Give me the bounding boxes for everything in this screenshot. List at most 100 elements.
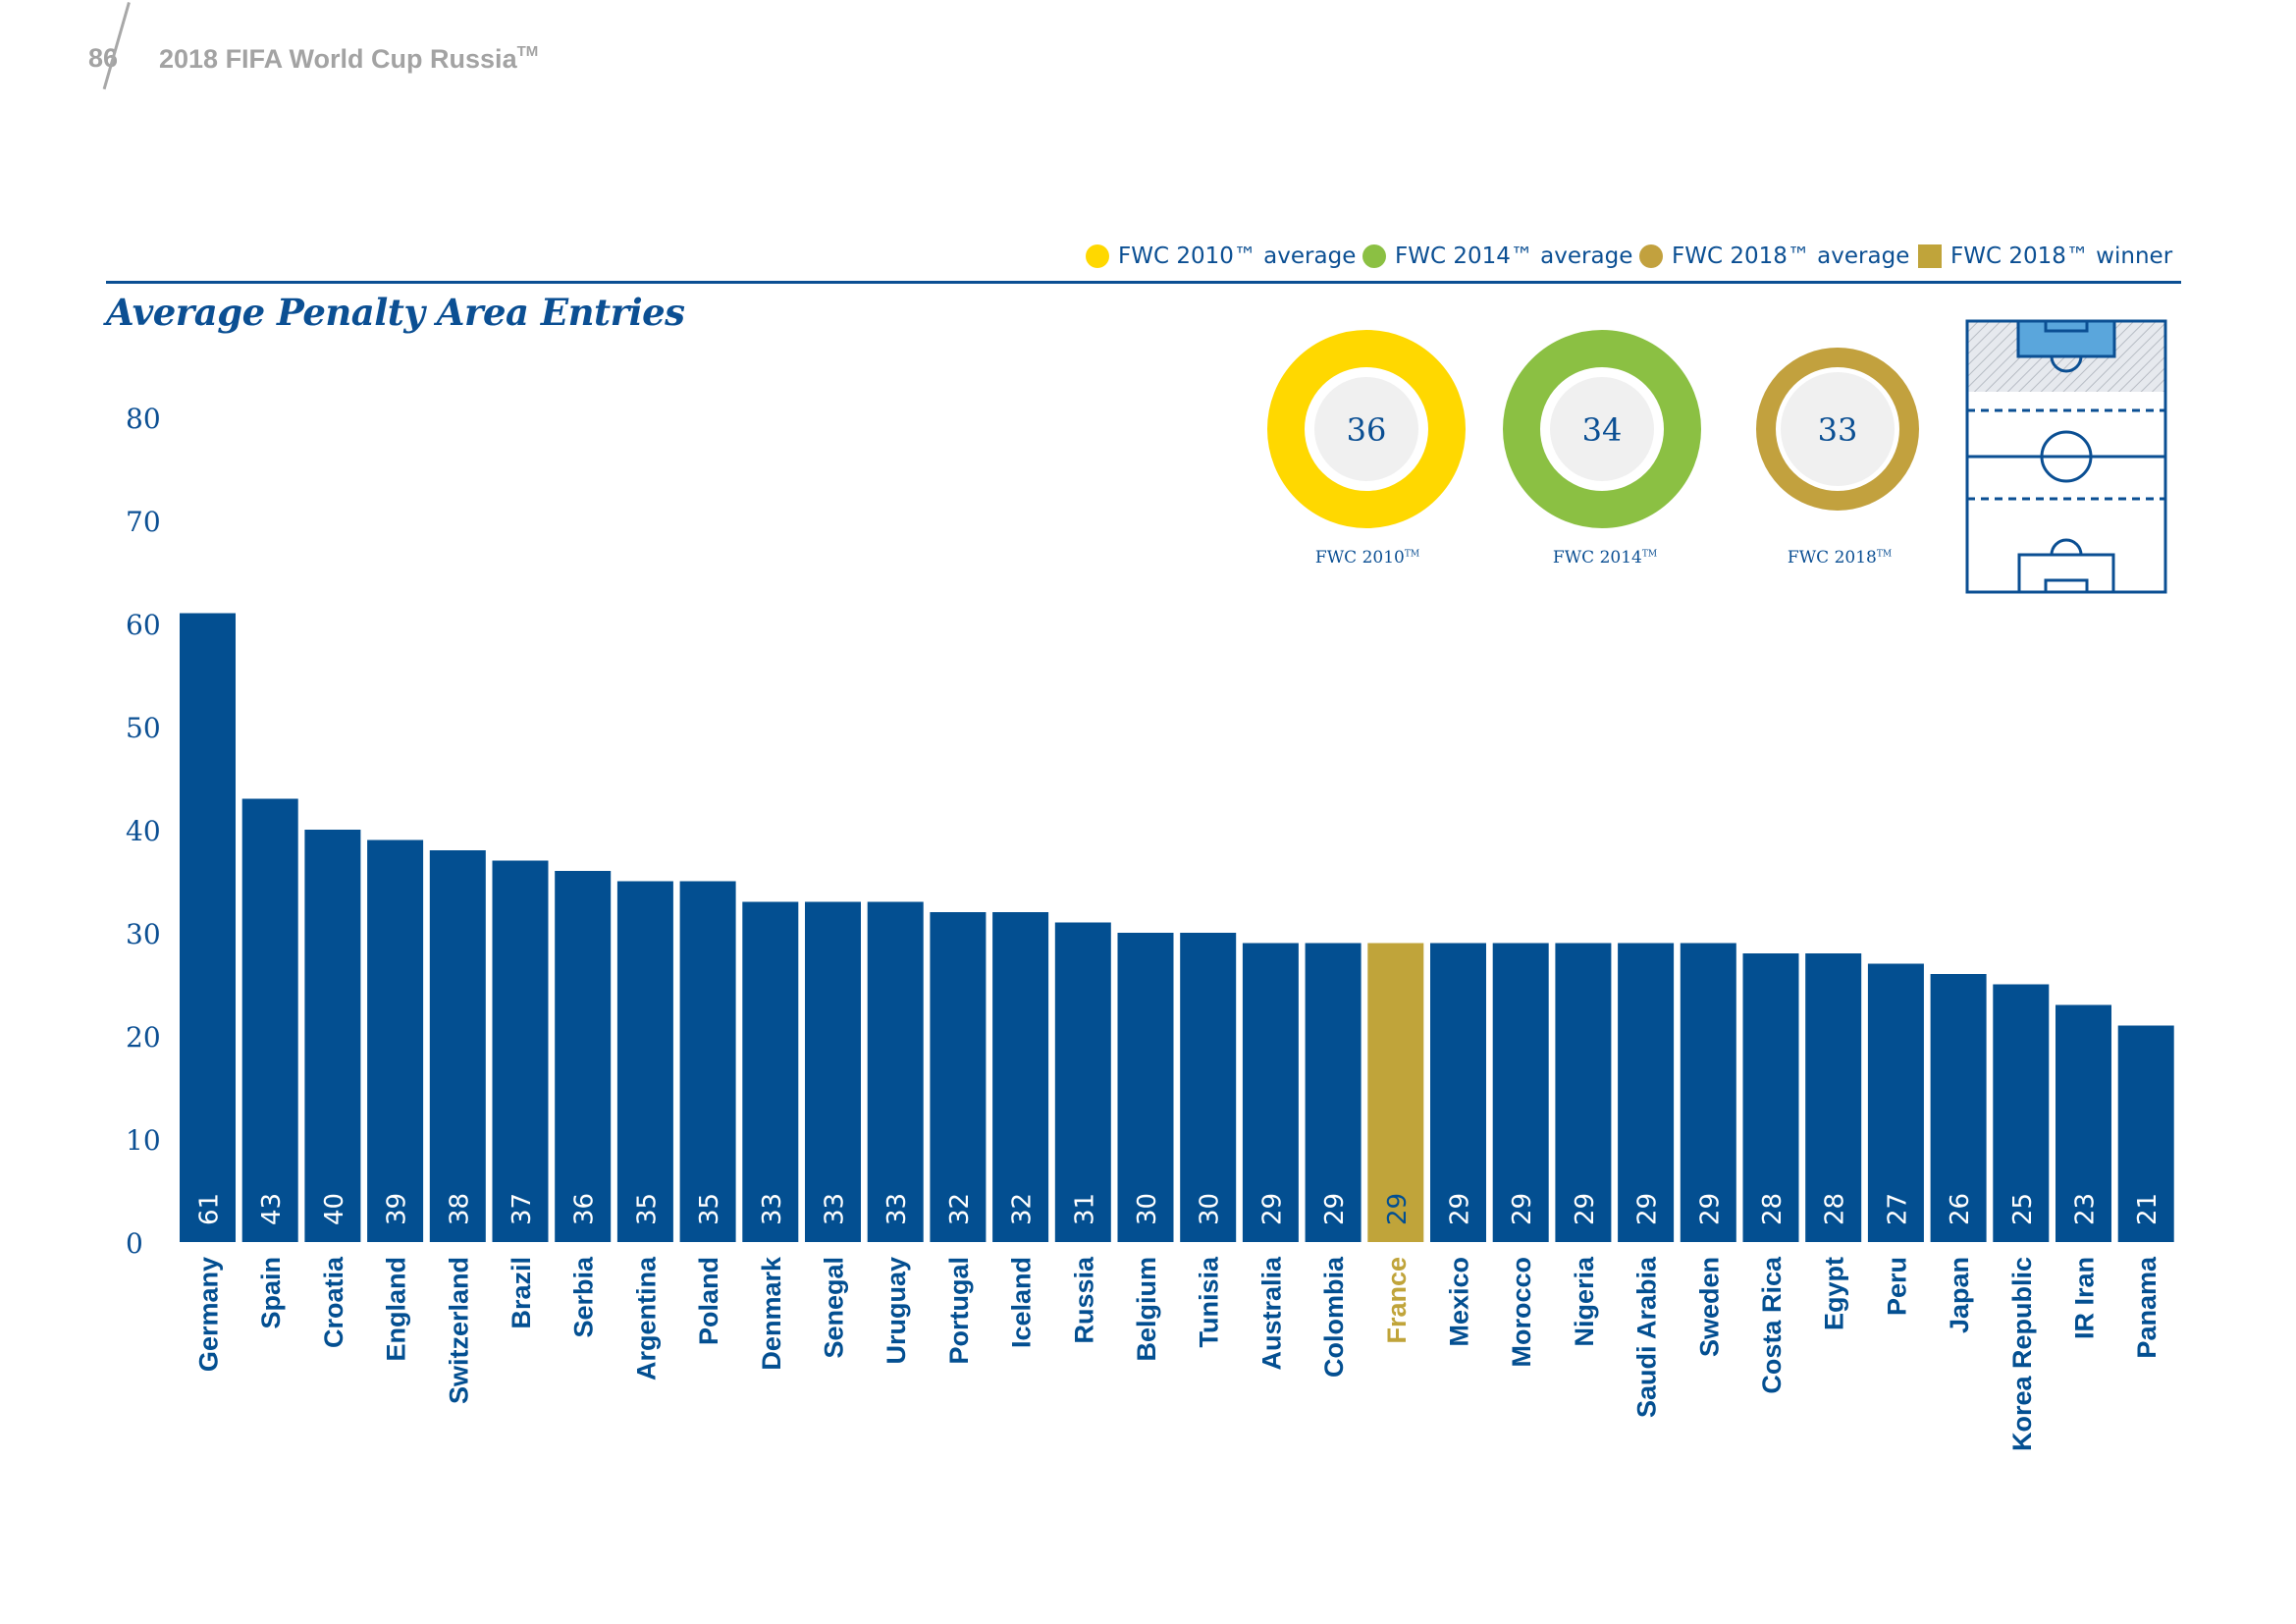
bar (1867, 963, 1924, 1242)
title-rule (106, 281, 2181, 284)
trademark-mark: TM (516, 43, 539, 60)
x-tick-label: Belgium (1132, 1257, 1161, 1362)
bar (742, 901, 799, 1242)
x-tick-label: Japan (1945, 1257, 1974, 1333)
legend-label-fwc2018: FWC 2018™ average (1672, 244, 1910, 269)
x-tick-label: Colombia (1319, 1256, 1349, 1378)
legend-swatch-fwc2010 (1086, 244, 1109, 268)
bar (1742, 953, 1799, 1242)
bar (930, 912, 987, 1242)
bar-value-label: 31 (1070, 1193, 1099, 1225)
donut-center-fwc2018 (1777, 368, 1898, 490)
bar (2056, 1004, 2111, 1242)
y-axis: 0 10 20 30 40 50 60 70 80 (126, 403, 161, 1260)
bar (867, 901, 924, 1242)
bar-winner (1367, 943, 1424, 1242)
bar (1993, 984, 2050, 1242)
bar (1805, 953, 1862, 1242)
x-tick-label: Tunisia (1195, 1256, 1224, 1347)
bar-value-label: 25 (2008, 1193, 2038, 1225)
x-tick-label: Argentina (631, 1256, 661, 1380)
x-tick-label: Poland (694, 1257, 723, 1345)
bar-value-label: 29 (1508, 1193, 1537, 1225)
x-tick-label: Egypt (1820, 1257, 1849, 1330)
x-tick-label: Switzerland (444, 1257, 473, 1404)
donut-fwc2010: 36 (1267, 330, 1466, 528)
bar (1930, 974, 1987, 1242)
bar (992, 912, 1049, 1242)
legend-swatch-fwc2014 (1362, 244, 1386, 268)
x-tick-label: Russia (1069, 1256, 1098, 1344)
bar-value-label: 33 (758, 1193, 787, 1225)
bar-value-label: 39 (383, 1193, 412, 1225)
bar (241, 798, 298, 1242)
donut-value-fwc2014: 34 (1582, 411, 1623, 449)
penalty-arc-bottom (2050, 538, 2083, 556)
x-tick-label: Morocco (1507, 1257, 1536, 1368)
y-tick-label: 10 (126, 1124, 161, 1157)
bar (367, 839, 424, 1242)
x-tick-label: Peru (1882, 1257, 1911, 1316)
legend-item-fwc2018: FWC 2018™ average (1639, 240, 1909, 273)
donut-label-fwc2010: FWC 2010TM (1269, 548, 1466, 568)
x-tick-label: Serbia (569, 1256, 599, 1338)
donut-value-fwc2010: 36 (1347, 411, 1387, 449)
x-tick-label: Portugal (944, 1257, 974, 1365)
donut-label-fwc2018: FWC 2018TM (1741, 548, 1938, 568)
bar-value-label: 29 (1633, 1193, 1663, 1225)
x-tick-label: Uruguay (881, 1257, 911, 1365)
bar-value-label: 33 (821, 1193, 850, 1225)
donut-label-fwc2018-text: FWC 2018 (1787, 548, 1877, 568)
bar-value-label: 33 (882, 1193, 912, 1225)
donut-ring-fwc2018 (1756, 348, 1919, 511)
donut-value-fwc2018: 33 (1818, 411, 1858, 449)
x-tick-label: Australia (1256, 1256, 1286, 1371)
bar-value-label: 38 (445, 1193, 474, 1225)
y-tick-label: 50 (126, 712, 161, 744)
bar-value-label: 35 (632, 1193, 662, 1225)
donut-ring-fwc2014 (1503, 330, 1701, 528)
bar-value-label: 28 (1758, 1193, 1788, 1225)
y-tick-label: 0 (126, 1227, 143, 1260)
bars: 61 Germany 43 Spain 40 Croatia 39 England 38 Swit… (180, 613, 2174, 1451)
x-tick-label: France (1382, 1257, 1412, 1344)
document-title: 2018 FIFA World Cup RussiaTM (159, 43, 538, 75)
bar-value-label: 40 (320, 1193, 349, 1225)
donut-center-fwc2014 (1546, 373, 1658, 485)
bar-value-label: 23 (2071, 1193, 2101, 1225)
donut-fwc2018: 33 (1756, 348, 1919, 511)
legend-item-fwc2010: FWC 2010™ average (1086, 240, 1356, 273)
bar (1555, 943, 1612, 1242)
x-tick-label: Senegal (820, 1257, 849, 1359)
x-tick-label: Croatia (319, 1256, 348, 1348)
bar (180, 613, 236, 1242)
x-tick-label: Spain (256, 1257, 286, 1329)
y-tick-label: 30 (126, 918, 161, 950)
bar (679, 881, 736, 1242)
penalty-area-bottom (2017, 553, 2115, 594)
x-tick-label: Korea Republic (2007, 1257, 2037, 1451)
bar (1242, 943, 1299, 1242)
bar (616, 881, 673, 1242)
bar-value-label: 29 (1446, 1193, 1475, 1225)
bar-value-label: 30 (1133, 1193, 1162, 1225)
bar-value-label: 29 (1320, 1193, 1350, 1225)
bar-value-label: 35 (695, 1193, 724, 1225)
chart-title: Average Penalty Area Entries (106, 291, 685, 334)
y-tick-label: 70 (126, 506, 161, 538)
x-tick-label: Denmark (757, 1256, 786, 1371)
donut-label-fwc2010-mark: TM (1404, 549, 1420, 560)
x-tick-label: Costa Rica (1757, 1256, 1787, 1394)
bar (1054, 922, 1111, 1242)
bar-value-label: 29 (1257, 1193, 1287, 1225)
bar-value-label: 29 (1695, 1193, 1725, 1225)
bar (2117, 1025, 2174, 1242)
bar (1492, 943, 1549, 1242)
bar-value-label: 37 (507, 1193, 537, 1225)
bar (1680, 943, 1736, 1242)
y-tick-label: 40 (126, 815, 161, 847)
penalty-area-highlight (2016, 319, 2116, 358)
x-tick-label: Iceland (1007, 1257, 1037, 1348)
bar-value-label: 30 (1196, 1193, 1225, 1225)
